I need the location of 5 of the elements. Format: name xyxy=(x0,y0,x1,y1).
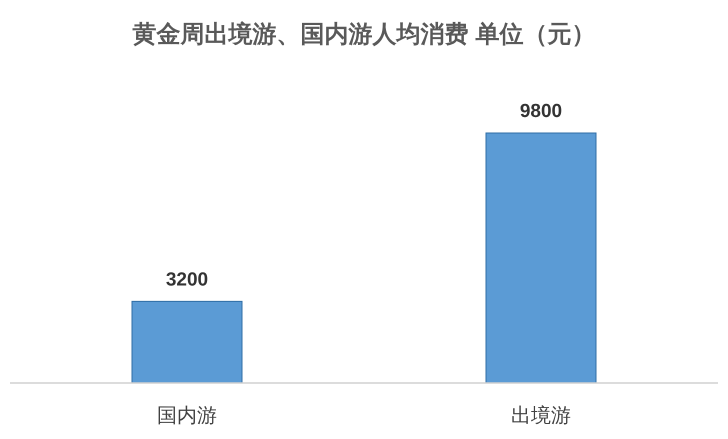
data-label: 3200 xyxy=(166,269,208,290)
x-tick-label: 国内游 xyxy=(157,405,217,427)
data-label: 9800 xyxy=(520,101,562,122)
x-tick-label: 出境游 xyxy=(511,405,571,427)
chart-title: 黄金周出境游、国内游人均消费 单位（元） xyxy=(132,21,596,48)
